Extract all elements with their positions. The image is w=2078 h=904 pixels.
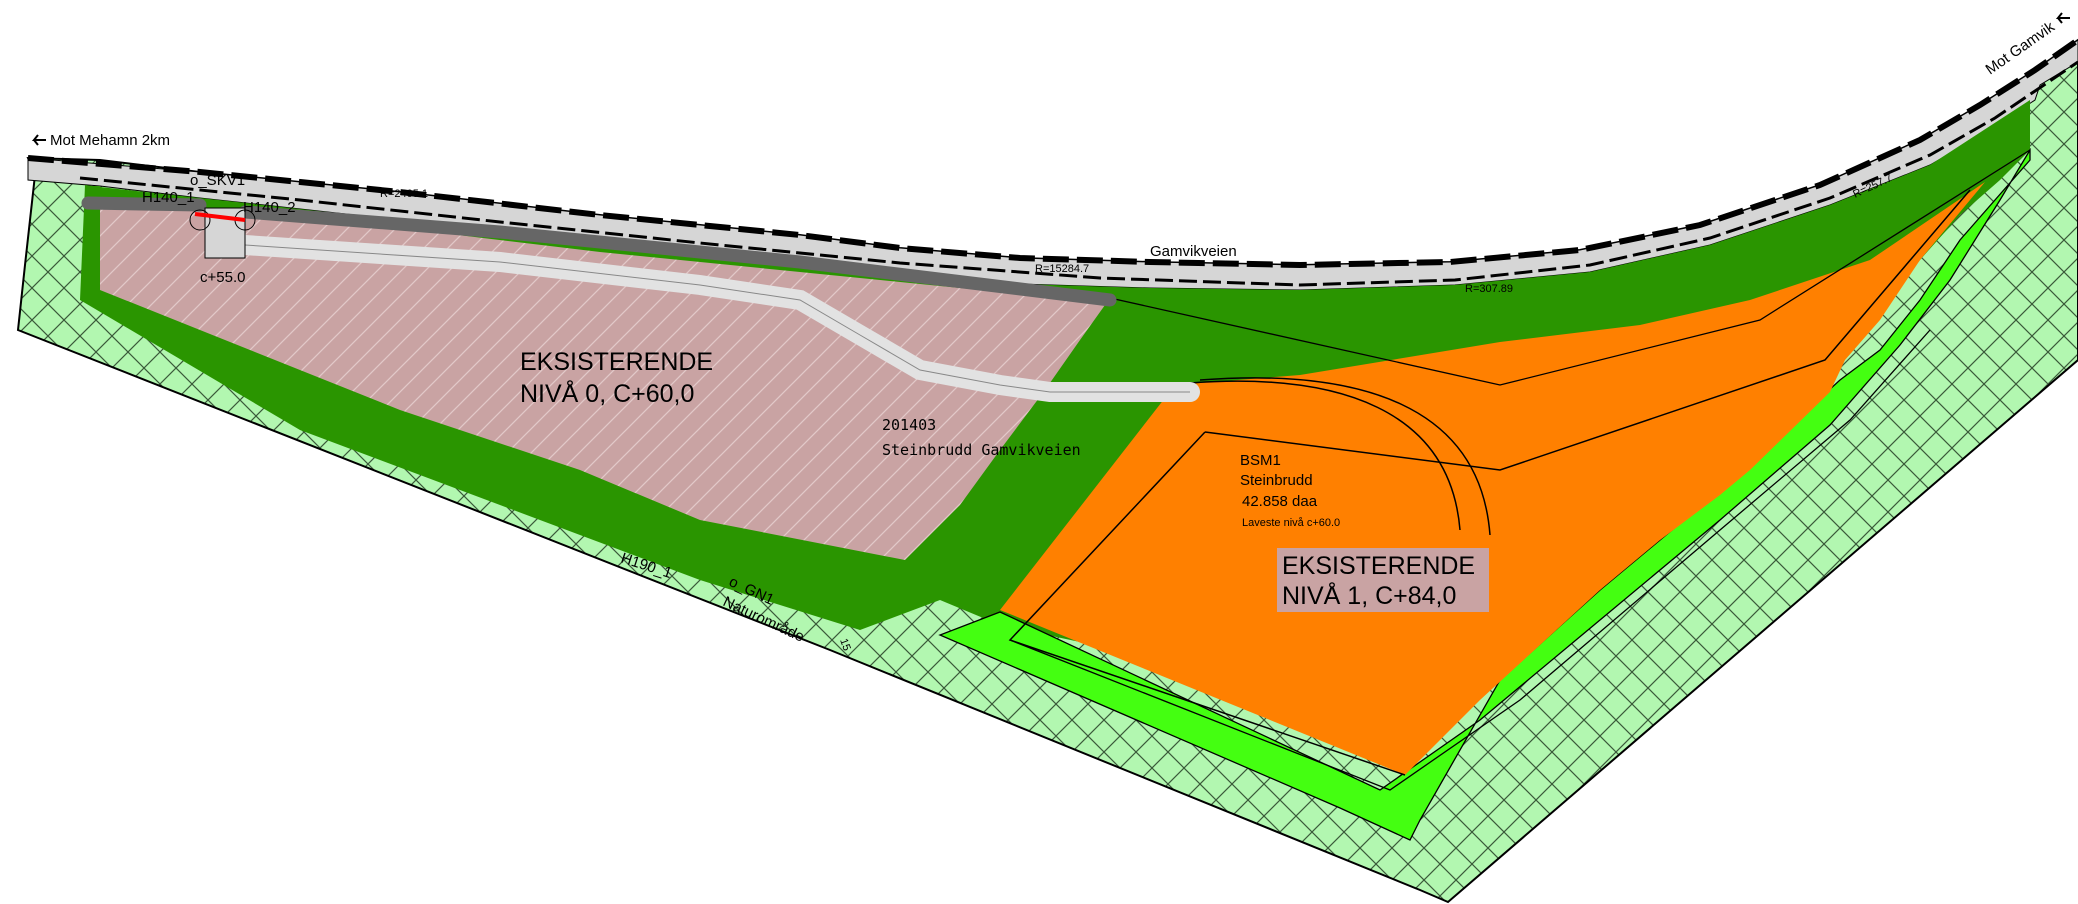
quarry-arc — [1189, 380, 1461, 531]
marker-15-label: 15 — [837, 637, 852, 653]
bsm1-use-label: Steinbrudd — [1240, 472, 1313, 489]
mot-mehamn-label: Mot Mehamn 2km — [50, 132, 170, 149]
level1-line1: EKSISTERENDE — [1282, 552, 1475, 580]
arrow-left-icon — [31, 134, 46, 146]
level1-label-backdrop — [1277, 548, 1489, 612]
o-skv1-label: o_SKV1 — [190, 172, 245, 189]
c55-label: c+55.0 — [200, 269, 245, 286]
existing-level-0 — [100, 200, 1110, 560]
bsm1-area-label: 42.858 daa — [1242, 493, 1318, 510]
access-road — [81, 196, 1117, 307]
road-name-label: Gamvikveien — [1150, 243, 1237, 260]
green-boundary — [1109, 149, 2031, 386]
radius-label-1: R=2405.1 — [380, 188, 428, 200]
bsm1-lowest-label: Laveste nivå c+60.0 — [1242, 517, 1340, 529]
internal-road-edge — [244, 244, 1190, 393]
level1-line2: NIVÅ 1, C+84,0 — [1282, 580, 1456, 610]
radius-label-3: R=307.89 — [1465, 283, 1513, 295]
red-marker-line — [194, 212, 246, 222]
road-border-top — [27, 37, 2078, 269]
road-border-inner — [79, 60, 2078, 287]
radius-label-2: R=15284.7 — [1035, 263, 1089, 275]
plan-name-label: Steinbrudd Gamvikveien — [882, 441, 1081, 459]
level0-line2: NIVÅ 0, C+60,0 — [520, 378, 694, 408]
junction-curve-left — [189, 209, 211, 231]
arrow-left-icon — [2055, 12, 2070, 24]
plan-id-label: 201403 — [882, 416, 936, 434]
bsm1-label: BSM1 — [1240, 452, 1281, 469]
level0-line1: EKSISTERENDE — [520, 348, 713, 376]
h140-1-label: H140_1 — [142, 189, 195, 206]
quarry-arc-2 — [1199, 377, 1491, 536]
quarry-area-bsm1 — [1000, 182, 1985, 775]
green-boundary-2 — [1009, 329, 1931, 791]
h140-2-label: H140_2 — [243, 199, 296, 216]
bright-green-strip — [938, 147, 2031, 841]
quarry-inner-boundary — [1204, 189, 1971, 471]
